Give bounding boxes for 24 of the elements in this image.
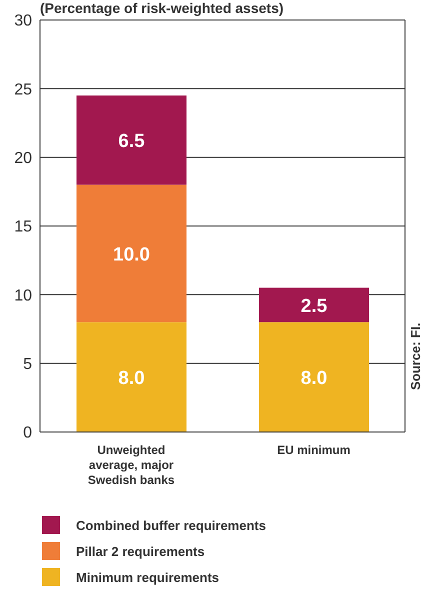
data-label: 10.0 [113, 244, 150, 266]
y-tick-label: 15 [14, 218, 32, 236]
y-tick-label: 30 [14, 12, 32, 30]
data-label: 8.0 [118, 368, 145, 390]
y-tick-label: 0 [23, 424, 32, 442]
legend-label: Minimum requirements [75, 568, 220, 587]
bar [259, 288, 369, 322]
data-label: 6.5 [118, 131, 146, 152]
legend-label: Pillar 2 requirements [75, 542, 206, 561]
bar [76, 322, 186, 432]
chart-title: (Percentage of risk-weighted assets) [40, 0, 284, 16]
data-label: 2.5 [300, 296, 328, 317]
bar [76, 96, 186, 185]
y-tick-label: 5 [23, 356, 32, 374]
x-tick-label: EU minimum [277, 443, 350, 457]
data-label: 8.0 [300, 368, 328, 390]
bar [259, 322, 369, 432]
y-tick-label: 20 [14, 150, 32, 168]
bar [76, 184, 186, 322]
y-tick-label: 10 [14, 287, 32, 304]
y-tick-label: 25 [14, 81, 32, 98]
legend-label: Combined buffer requirements [75, 516, 266, 535]
x-tick-label: Unweighted average, major Swedish banks [88, 443, 175, 487]
source-note: Source: FI. [408, 322, 423, 390]
